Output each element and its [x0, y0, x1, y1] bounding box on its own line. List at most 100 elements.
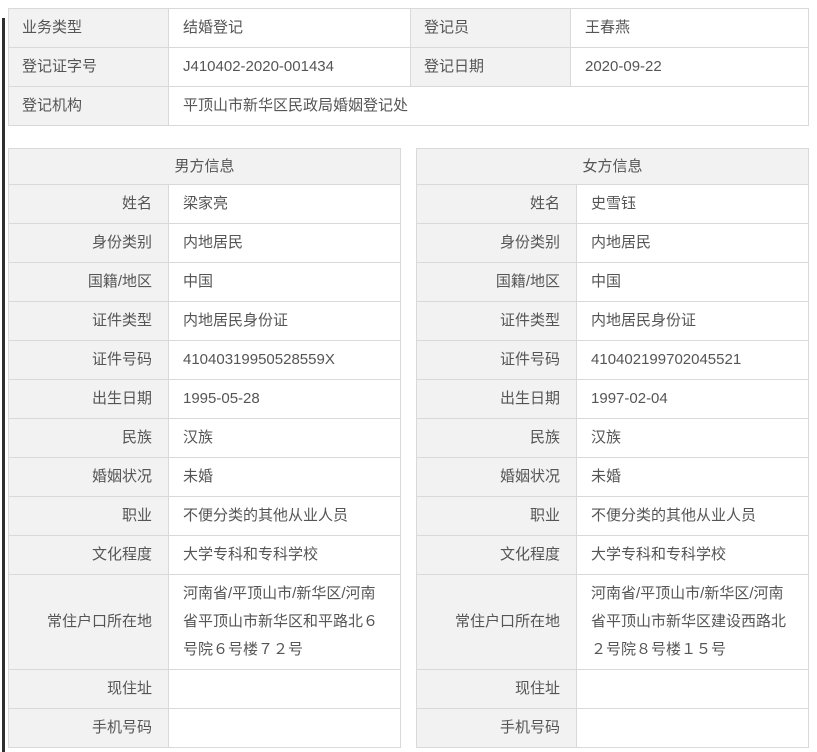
field-row: 姓名 史雪钰: [416, 184, 810, 224]
field-value-identity-category: 内地居民: [167, 223, 402, 263]
field-value-ethnicity: 汉族: [576, 418, 810, 458]
field-row: 民族 汉族: [8, 418, 402, 458]
field-label-mobile-number: 手机号码: [8, 708, 169, 748]
field-label-registration-date: 登记日期: [410, 47, 571, 87]
field-value-name: 史雪钰: [576, 184, 810, 224]
female-table-title: 女方信息: [416, 148, 810, 185]
field-row: 国籍/地区 中国: [8, 262, 402, 302]
field-row: 现住址: [416, 669, 810, 709]
field-label-mobile-number: 手机号码: [416, 708, 578, 748]
field-row: 证件号码 41040319950528559X: [8, 340, 402, 380]
male-table-title: 男方信息: [7, 148, 402, 185]
field-label-id-type: 证件类型: [8, 301, 169, 341]
field-row: 职业 不便分类的其他从业人员: [416, 496, 810, 536]
field-row: 常住户口所在地 河南省/平顶山市/新华区/河南省平顶山市新华区建设西路北２号院８…: [416, 574, 810, 670]
field-label-name: 姓名: [8, 184, 169, 224]
field-value-registrar: 王春燕: [570, 8, 809, 48]
field-value-ethnicity: 汉族: [167, 418, 402, 458]
field-label-current-address: 现住址: [8, 669, 169, 709]
field-label-birth-date: 出生日期: [8, 379, 169, 419]
field-value-id-type: 内地居民身份证: [167, 301, 402, 341]
field-label-id-number: 证件号码: [8, 340, 169, 380]
field-label-birth-date: 出生日期: [416, 379, 578, 419]
field-label-id-number: 证件号码: [416, 340, 578, 380]
field-value-certificate-number: J410402-2020-001434: [168, 47, 411, 87]
field-value-id-type: 内地居民身份证: [576, 301, 810, 341]
field-label-name: 姓名: [416, 184, 578, 224]
field-row: 职业 不便分类的其他从业人员: [8, 496, 402, 536]
field-row: 现住址: [8, 669, 402, 709]
field-value-household-registration: 河南省/平顶山市/新华区/河南省平顶山市新华区建设西路北２号院８号楼１５号: [576, 574, 810, 670]
field-value-registration-date: 2020-09-22: [570, 47, 809, 87]
field-row: 身份类别 内地居民: [8, 223, 402, 263]
field-value-marital-status: 未婚: [167, 457, 402, 497]
field-label-nationality: 国籍/地区: [416, 262, 578, 302]
field-row: 文化程度 大学专科和专科学校: [8, 535, 402, 575]
field-label-occupation: 职业: [8, 496, 169, 536]
field-row: 手机号码: [416, 708, 810, 748]
field-value-id-number: 41040319950528559X: [167, 340, 402, 380]
left-edge-line: [2, 18, 5, 752]
field-row: 出生日期 1997-02-04: [416, 379, 810, 419]
field-value-current-address: [167, 669, 402, 709]
field-value-business-type: 结婚登记: [168, 8, 411, 48]
field-row: 身份类别 内地居民: [416, 223, 810, 263]
summary-row: 登记证字号 J410402-2020-001434 登记日期 2020-09-2…: [8, 47, 809, 87]
field-row: 婚姻状况 未婚: [8, 457, 402, 497]
field-row: 婚姻状况 未婚: [416, 457, 810, 497]
field-label-registration-agency: 登记机构: [8, 86, 169, 126]
field-label-identity-category: 身份类别: [8, 223, 169, 263]
field-row: 常住户口所在地 河南省/平顶山市/新华区/河南省平顶山市新华区和平路北６号院６号…: [8, 574, 402, 670]
field-label-marital-status: 婚姻状况: [8, 457, 169, 497]
field-row: 民族 汉族: [416, 418, 810, 458]
registration-summary-table: 业务类型 结婚登记 登记员 王春燕 登记证字号 J410402-2020-001…: [8, 8, 809, 126]
field-label-business-type: 业务类型: [8, 8, 169, 48]
field-label-occupation: 职业: [416, 496, 578, 536]
field-row: 出生日期 1995-05-28: [8, 379, 402, 419]
field-label-household-registration: 常住户口所在地: [416, 574, 578, 670]
field-value-household-registration: 河南省/平顶山市/新华区/河南省平顶山市新华区和平路北６号院６号楼７２号: [167, 574, 402, 670]
field-value-mobile-number: [576, 708, 810, 748]
field-row: 国籍/地区 中国: [416, 262, 810, 302]
field-row: 证件类型 内地居民身份证: [8, 301, 402, 341]
field-label-certificate-number: 登记证字号: [8, 47, 169, 87]
field-row: 文化程度 大学专科和专科学校: [416, 535, 810, 575]
field-label-education: 文化程度: [416, 535, 578, 575]
female-info-table: 女方信息 姓名 史雪钰 身份类别 内地居民 国籍/地区 中国 证件类型 内地居民…: [416, 148, 810, 748]
field-value-mobile-number: [167, 708, 402, 748]
field-label-marital-status: 婚姻状况: [416, 457, 578, 497]
field-value-birth-date: 1995-05-28: [167, 379, 402, 419]
field-value-current-address: [576, 669, 810, 709]
field-value-nationality: 中国: [576, 262, 810, 302]
field-value-education: 大学专科和专科学校: [167, 535, 402, 575]
field-label-current-address: 现住址: [416, 669, 578, 709]
party-tables-container: 男方信息 姓名 梁家亮 身份类别 内地居民 国籍/地区 中国 证件类型 内地居民…: [7, 148, 817, 748]
field-label-ethnicity: 民族: [8, 418, 169, 458]
field-value-occupation: 不便分类的其他从业人员: [576, 496, 810, 536]
field-value-birth-date: 1997-02-04: [576, 379, 810, 419]
field-row: 证件号码 410402199702045521: [416, 340, 810, 380]
table-header-row: 女方信息: [416, 148, 810, 185]
field-label-registrar: 登记员: [410, 8, 571, 48]
summary-row: 业务类型 结婚登记 登记员 王春燕: [8, 8, 809, 48]
table-header-row: 男方信息: [7, 148, 402, 185]
field-label-nationality: 国籍/地区: [8, 262, 169, 302]
field-value-nationality: 中国: [167, 262, 402, 302]
male-info-table: 男方信息 姓名 梁家亮 身份类别 内地居民 国籍/地区 中国 证件类型 内地居民…: [7, 148, 402, 748]
field-value-marital-status: 未婚: [576, 457, 810, 497]
field-value-name: 梁家亮: [167, 184, 402, 224]
field-value-occupation: 不便分类的其他从业人员: [167, 496, 402, 536]
field-label-id-type: 证件类型: [416, 301, 578, 341]
field-label-household-registration: 常住户口所在地: [8, 574, 169, 670]
field-label-education: 文化程度: [8, 535, 169, 575]
field-value-id-number: 410402199702045521: [576, 340, 810, 380]
field-value-identity-category: 内地居民: [576, 223, 810, 263]
field-value-registration-agency: 平顶山市新华区民政局婚姻登记处: [168, 86, 809, 126]
field-row: 姓名 梁家亮: [8, 184, 402, 224]
field-row: 证件类型 内地居民身份证: [416, 301, 810, 341]
field-label-ethnicity: 民族: [416, 418, 578, 458]
summary-row: 登记机构 平顶山市新华区民政局婚姻登记处: [8, 86, 809, 126]
field-value-education: 大学专科和专科学校: [576, 535, 810, 575]
field-label-identity-category: 身份类别: [416, 223, 578, 263]
field-row: 手机号码: [8, 708, 402, 748]
